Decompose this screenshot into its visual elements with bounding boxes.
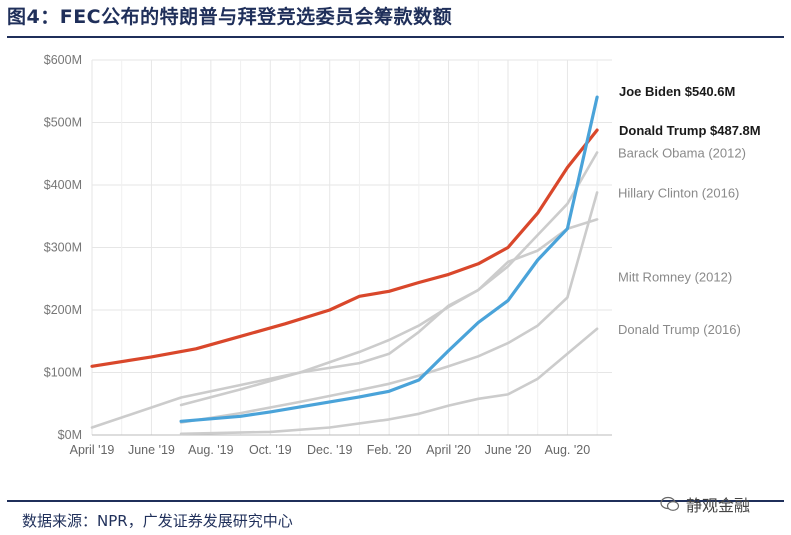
series-end-label: Donald Trump $487.8M [619, 123, 761, 138]
y-tick-label: $400M [44, 178, 82, 192]
chart-axes: $0M $100M $200M $300M $400M $500M $600M April '… [44, 53, 612, 457]
x-tick-label: April '19 [70, 443, 115, 457]
x-tick-label: Oct. '19 [249, 443, 292, 457]
wechat-icon [660, 496, 680, 511]
series-labels: Donald Trump $487.8M Joe Biden $540.6M Bar… [618, 84, 761, 337]
series-line-donald-trump-2016 [179, 327, 599, 436]
x-tick-label: Dec. '19 [307, 443, 353, 457]
series-end-label: Donald Trump (2016) [618, 322, 741, 337]
series-line-donald-trump-487-8m [90, 128, 599, 368]
chart-grid [91, 59, 612, 436]
figure-title: 图4：FEC公布的特朗普与拜登竞选委员会筹款数额 [7, 6, 453, 28]
fundraising-line-chart: $0M $100M $200M $300M $400M $500M $600M April '… [44, 53, 761, 457]
series-line-joe-biden-540-6m [179, 95, 599, 423]
x-tick-label: Feb. '20 [367, 443, 412, 457]
series-end-label: Joe Biden $540.6M [619, 84, 735, 99]
x-tick-label: April '20 [426, 443, 471, 457]
x-tick-label: Aug. '20 [545, 443, 591, 457]
y-tick-label: $0M [58, 428, 82, 442]
series-end-label: Mitt Romney (2012) [618, 269, 732, 284]
y-tick-label: $300M [44, 241, 82, 255]
x-tick-label: Aug. '19 [188, 443, 234, 457]
y-tick-label: $100M [44, 366, 82, 380]
source-note: 数据来源：NPR，广发证券发展研究中心 [22, 512, 293, 530]
series-line-mitt-romney-2012 [90, 218, 599, 429]
y-tick-label: $600M [44, 53, 82, 67]
x-tick-label: June '19 [128, 443, 175, 457]
chart-series [90, 95, 599, 436]
source-rule [7, 500, 784, 502]
y-tick-label: $500M [44, 116, 82, 130]
title-rule [7, 36, 784, 38]
x-tick-label: June '20 [485, 443, 532, 457]
series-line-hillary-clinton-2016 [179, 191, 599, 424]
watermark: 静观金融 [660, 492, 750, 516]
series-end-label: Hillary Clinton (2016) [618, 186, 739, 201]
y-tick-label: $200M [44, 303, 82, 317]
watermark-text: 静观金融 [686, 496, 751, 515]
series-end-label: Barack Obama (2012) [618, 146, 746, 161]
